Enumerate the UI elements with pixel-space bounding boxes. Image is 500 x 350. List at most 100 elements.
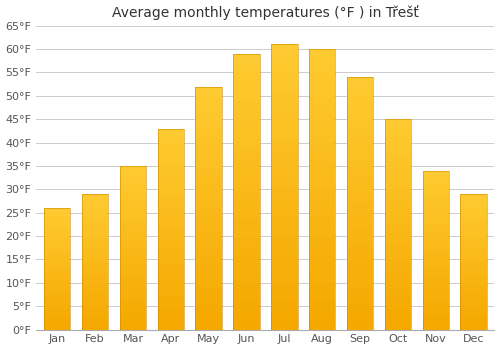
Bar — [384, 161, 411, 168]
Bar — [271, 320, 297, 330]
Bar — [347, 195, 374, 203]
Bar — [120, 275, 146, 280]
Bar — [271, 140, 297, 149]
Bar — [44, 261, 70, 265]
Bar — [44, 240, 70, 245]
Bar — [44, 293, 70, 297]
Bar — [82, 289, 108, 293]
Bar — [271, 292, 297, 301]
Bar — [44, 208, 70, 330]
Bar — [309, 49, 336, 330]
Bar — [460, 194, 487, 198]
Bar — [384, 316, 411, 323]
Bar — [120, 210, 146, 215]
Bar — [309, 161, 336, 171]
Bar — [384, 273, 411, 280]
Bar — [422, 239, 449, 245]
Bar — [82, 316, 108, 321]
Bar — [347, 212, 374, 220]
Bar — [120, 319, 146, 324]
Bar — [271, 234, 297, 244]
Bar — [309, 292, 336, 302]
Bar — [422, 234, 449, 239]
Bar — [196, 151, 222, 160]
Bar — [82, 253, 108, 257]
Bar — [422, 192, 449, 197]
Bar — [347, 296, 374, 304]
Bar — [422, 271, 449, 276]
Bar — [422, 245, 449, 250]
Bar — [347, 161, 374, 170]
Bar — [234, 229, 260, 238]
Bar — [82, 203, 108, 208]
Bar — [44, 236, 70, 240]
Bar — [234, 63, 260, 72]
Bar — [44, 277, 70, 281]
Bar — [309, 96, 336, 105]
Bar — [460, 307, 487, 312]
Bar — [309, 152, 336, 161]
Bar — [196, 257, 222, 265]
Bar — [234, 265, 260, 274]
Bar — [158, 155, 184, 162]
Title: Average monthly temperatures (°F ) in Třešť: Average monthly temperatures (°F ) in Tř… — [112, 6, 419, 20]
Bar — [309, 58, 336, 68]
Bar — [82, 198, 108, 203]
Bar — [196, 208, 222, 216]
Bar — [44, 285, 70, 289]
Bar — [158, 303, 184, 309]
Bar — [44, 305, 70, 309]
Bar — [82, 244, 108, 248]
Bar — [347, 77, 374, 85]
Bar — [234, 173, 260, 182]
Bar — [271, 149, 297, 159]
Bar — [384, 119, 411, 126]
Bar — [196, 240, 222, 248]
Bar — [384, 210, 411, 217]
Bar — [460, 212, 487, 217]
Bar — [196, 184, 222, 192]
Bar — [120, 166, 146, 172]
Bar — [422, 314, 449, 319]
Bar — [384, 168, 411, 175]
Bar — [384, 238, 411, 245]
Bar — [82, 235, 108, 239]
Bar — [44, 273, 70, 277]
Bar — [234, 91, 260, 100]
Bar — [384, 287, 411, 294]
Bar — [234, 81, 260, 91]
Bar — [309, 105, 336, 114]
Bar — [82, 248, 108, 253]
Bar — [120, 231, 146, 237]
Bar — [120, 177, 146, 182]
Bar — [347, 145, 374, 153]
Bar — [384, 266, 411, 273]
Bar — [422, 171, 449, 176]
Bar — [347, 94, 374, 103]
Bar — [384, 182, 411, 189]
Bar — [422, 287, 449, 293]
Bar — [309, 142, 336, 152]
Bar — [271, 206, 297, 216]
Bar — [158, 169, 184, 175]
Bar — [196, 135, 222, 143]
Bar — [82, 221, 108, 226]
Bar — [460, 226, 487, 230]
Bar — [271, 196, 297, 206]
Bar — [460, 275, 487, 280]
Bar — [347, 279, 374, 287]
Bar — [44, 208, 70, 212]
Bar — [120, 237, 146, 242]
Bar — [196, 273, 222, 281]
Bar — [82, 307, 108, 312]
Bar — [158, 229, 184, 236]
Bar — [347, 119, 374, 128]
Bar — [44, 326, 70, 330]
Bar — [309, 171, 336, 180]
Bar — [120, 308, 146, 313]
Bar — [422, 303, 449, 308]
Bar — [196, 86, 222, 95]
Bar — [82, 194, 108, 198]
Bar — [460, 280, 487, 285]
Bar — [384, 217, 411, 224]
